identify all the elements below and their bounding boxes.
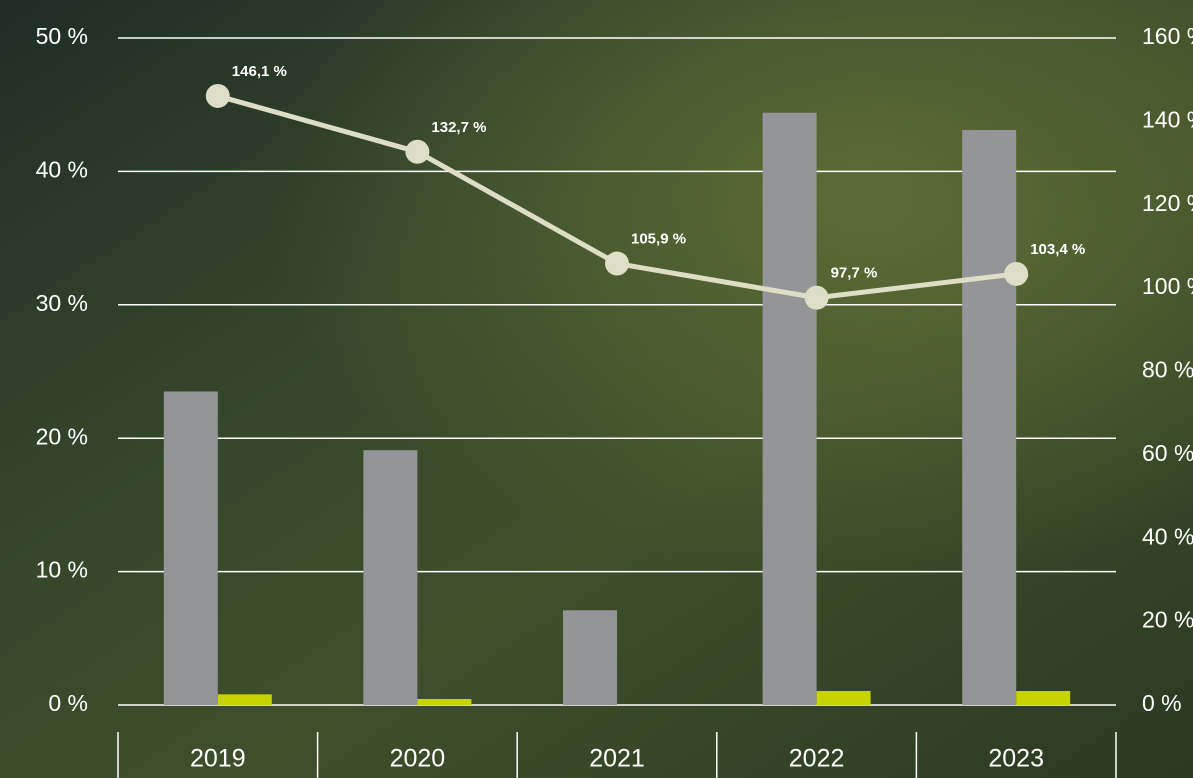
y2-tick-label: 40 % [1142, 523, 1193, 549]
bar [1016, 690, 1071, 705]
y2-tick-label: 100 % [1142, 273, 1193, 299]
bar [363, 450, 418, 705]
y2-tick-label: 160 % [1142, 23, 1193, 49]
bar [417, 698, 472, 705]
x-tick-label: 2023 [988, 745, 1044, 773]
y-tick-label: 40 % [36, 156, 88, 182]
bar [563, 610, 617, 705]
x-tick-label: 2020 [390, 745, 446, 773]
line-point [405, 139, 430, 164]
y2-tick-label: 140 % [1142, 106, 1193, 132]
y2-tick-label: 20 % [1142, 607, 1193, 633]
data-label: 146,1 % [232, 63, 287, 80]
data-label: 97,7 % [831, 265, 878, 282]
x-tick-label: 2019 [190, 745, 246, 773]
y-tick-label: 20 % [36, 423, 88, 449]
y2-tick-label: 60 % [1142, 440, 1193, 466]
bar [163, 391, 218, 705]
y2-tick-label: 80 % [1142, 357, 1193, 383]
x-tick-label: 2021 [589, 745, 645, 773]
line-point [205, 83, 230, 108]
data-label: 103,4 % [1030, 241, 1085, 258]
line-point [804, 285, 829, 310]
y-tick-label: 0 % [48, 690, 88, 716]
bar [217, 694, 272, 705]
bar [816, 690, 871, 705]
y2-tick-label: 120 % [1142, 190, 1193, 216]
line-point [605, 251, 629, 276]
y-tick-label: 50 % [36, 23, 88, 49]
data-label: 105,9 % [631, 230, 686, 247]
data-label: 132,7 % [431, 119, 486, 136]
bar [962, 130, 1017, 705]
x-tick-label: 2022 [789, 745, 845, 773]
line-point [1004, 261, 1029, 286]
y-tick-label: 30 % [36, 290, 88, 316]
y2-tick-label: 0 % [1142, 690, 1182, 716]
bar [762, 112, 817, 706]
y-tick-label: 10 % [36, 557, 88, 583]
